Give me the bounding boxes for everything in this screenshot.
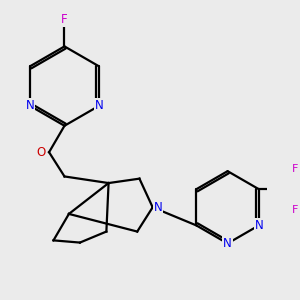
Text: N: N bbox=[254, 219, 263, 232]
Text: F: F bbox=[61, 14, 68, 26]
Text: N: N bbox=[154, 201, 162, 214]
Text: O: O bbox=[37, 146, 46, 159]
Text: N: N bbox=[223, 237, 232, 250]
Text: N: N bbox=[26, 99, 34, 112]
Text: F: F bbox=[292, 164, 298, 174]
Text: F: F bbox=[292, 205, 298, 215]
Text: N: N bbox=[94, 99, 103, 112]
